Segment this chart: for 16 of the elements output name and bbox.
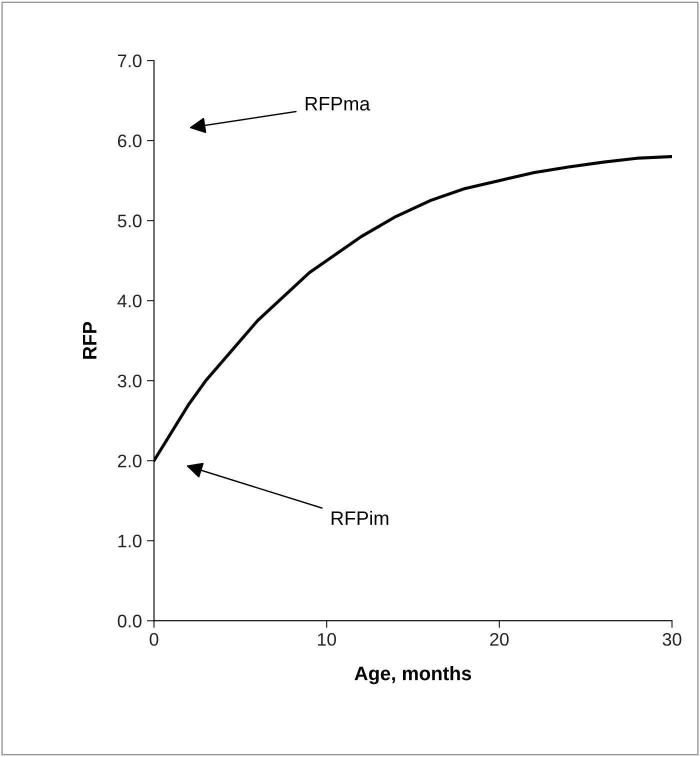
x-tick-label: 10 <box>318 633 336 646</box>
x-tick-label: 30 <box>662 633 682 646</box>
x-tick-label: 0 <box>150 633 158 646</box>
y-tick-label: 2.0 <box>118 454 142 468</box>
y-tick-label: 0.0 <box>118 614 142 628</box>
y-tick-label: 4.0 <box>118 294 142 308</box>
x-axis-title: Age, months <box>354 666 472 684</box>
annotation: RFPma <box>306 97 370 111</box>
y-tick-label: 6.0 <box>118 134 142 148</box>
annotation: RFPim <box>332 510 388 525</box>
x-tick-label: 20 <box>490 633 509 646</box>
y-tick-label: 3.0 <box>118 374 142 388</box>
y-tick-label: 1.0 <box>118 534 142 548</box>
y-tick-label: 7.0 <box>118 54 142 68</box>
y-tick-label: 5.0 <box>118 214 142 228</box>
y-axis-title: RFP <box>83 322 96 359</box>
